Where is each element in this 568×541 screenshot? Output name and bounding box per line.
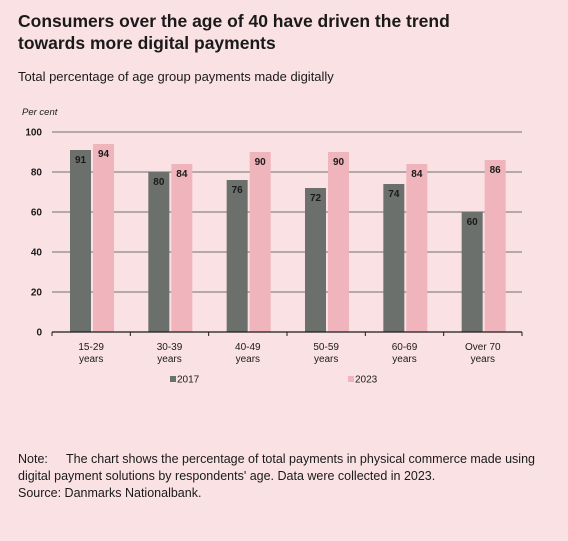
bar-2017 [383,184,405,332]
chart-subtitle: Total percentage of age group payments m… [18,69,334,84]
x-tick-label: 30-39 years [157,342,183,365]
source-text: Source: Danmarks Nationalbank. [18,486,202,500]
y-tick-label: 40 [31,248,43,259]
x-tick-label: Over 70 years [465,342,501,365]
data-label-2017: 60 [467,217,479,228]
x-tick-label: 50-59 years [313,342,339,365]
y-tick-label: 20 [31,288,43,299]
note-text: The chart shows the percentage of total … [18,452,535,483]
legend-label-2017: 2017 [177,375,200,386]
note-body: Note: The chart shows the percentage of t… [18,451,538,485]
bar-2023 [171,164,193,332]
data-label-2023: 86 [490,165,502,176]
bar-2023 [249,152,271,332]
data-label-2023: 90 [333,157,345,168]
chart-title: Consumers over the age of 40 have driven… [18,11,450,53]
bar-2017 [461,212,483,332]
data-label-2017: 80 [153,177,165,188]
x-tick-label: 40-49 years [235,342,261,365]
bar-2023 [484,160,506,332]
bar-2023 [328,152,349,332]
data-label-2017: 91 [75,155,87,166]
bar-2017 [305,188,326,332]
data-label-2023: 84 [411,169,423,180]
y-unit-label: Per cent [22,107,58,118]
chart-note: Note: The chart shows the percentage of t… [18,451,538,502]
x-tick-label: 15-29 years [78,342,104,365]
bar-2017 [148,172,170,332]
x-tick-label: 60-69 years [392,342,418,365]
bar-2017 [226,180,248,332]
bar-2023 [406,164,428,332]
bar-2017 [70,150,91,332]
data-label-2023: 94 [98,149,110,160]
bar-2023 [93,144,114,332]
legend-swatch-2017 [170,376,176,382]
data-label-2017: 72 [310,193,322,204]
data-label-2017: 74 [388,189,400,200]
y-tick-label: 0 [36,328,42,339]
legend-swatch-2023 [348,376,354,382]
legend-label-2023: 2023 [355,375,378,386]
note-label: Note: [18,452,48,466]
y-tick-label: 100 [25,128,42,139]
y-tick-label: 80 [31,168,43,179]
data-label-2017: 76 [232,185,244,196]
data-label-2023: 84 [176,169,188,180]
data-label-2023: 90 [255,157,267,168]
bar-chart: Per cent 0 20 40 60 80 100 91 94 80 84 76 90 72 90 74 84… [22,107,523,386]
y-tick-label: 60 [31,208,43,219]
